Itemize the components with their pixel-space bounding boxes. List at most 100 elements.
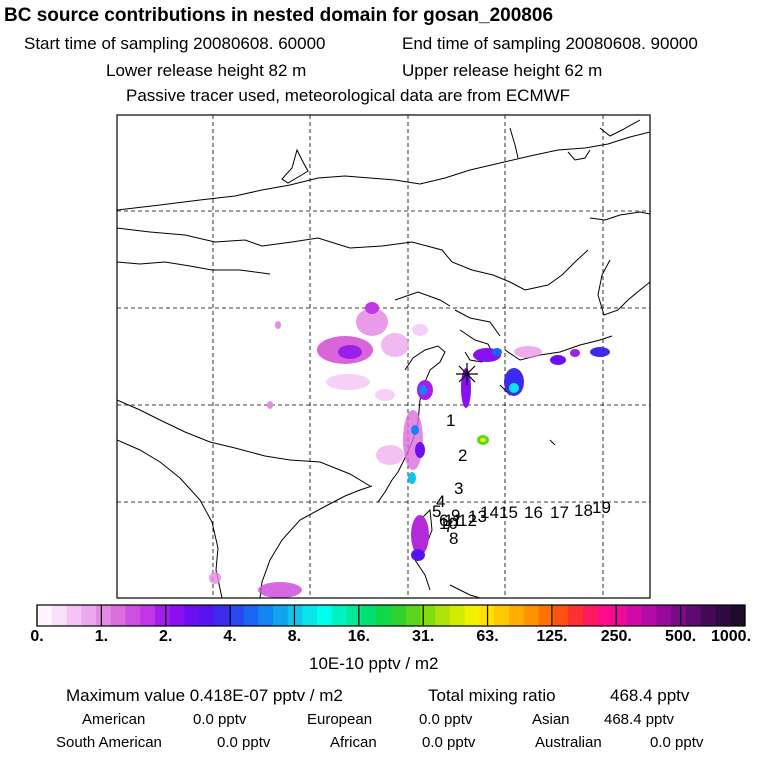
colorbar-cell	[125, 605, 141, 626]
coastlines	[117, 119, 650, 598]
colorbar-cell	[641, 605, 657, 626]
colorbar-cell	[700, 605, 716, 626]
colorbar-cell	[420, 605, 436, 626]
colorbar-tick-label: 250.	[600, 628, 632, 645]
colorbar-cell	[214, 605, 230, 626]
colorbar-cell	[258, 605, 274, 626]
colorbar-cell	[612, 605, 628, 626]
colorbar-cell	[405, 605, 421, 626]
colorbar-cell	[509, 605, 525, 626]
australian-value: 0.0 pptv	[650, 734, 704, 751]
colorbar-tick-label: 0.	[30, 628, 44, 645]
colorbar-tick-label: 1000.	[710, 628, 752, 645]
colorbar-cell	[523, 605, 539, 626]
colorbar-cell	[346, 605, 362, 626]
colorbar-cell	[155, 605, 171, 626]
south-american-label: South American	[56, 734, 162, 751]
trajectory-label: 16	[524, 503, 543, 522]
colorbar-cell	[627, 605, 643, 626]
colorbar-cell	[81, 605, 97, 626]
colorbar-cell	[199, 605, 215, 626]
trajectory-label: 12	[458, 511, 477, 530]
colorbar-cell	[435, 605, 451, 626]
asian-value: 468.4 pptv	[604, 711, 675, 728]
plot-title: BC source contributions in nested domain…	[4, 5, 554, 26]
colorbar-cell	[140, 605, 156, 626]
colorbar-cell	[715, 605, 731, 626]
trajectory-label: 11	[444, 511, 462, 530]
trajectory-label: 3	[454, 479, 463, 498]
colorbar-unit: 10E-10 pptv / m2	[309, 654, 439, 673]
trajectory-label: 14	[480, 503, 499, 522]
colorbar-tick-label: 125.	[536, 628, 568, 645]
contribution-field	[209, 302, 610, 598]
trajectory-label: 13	[468, 507, 487, 526]
south-american-value: 0.0 pptv	[217, 734, 271, 751]
max-value: Maximum value 0.418E-07 pptv / m2	[66, 686, 343, 705]
colorbar-cell	[464, 605, 480, 626]
asian-label: Asian	[532, 711, 570, 728]
european-value: 0.0 pptv	[419, 711, 473, 728]
start-time: Start time of sampling 20080608. 60000	[24, 34, 326, 53]
colorbar-cell	[450, 605, 466, 626]
colorbar-cell	[302, 605, 318, 626]
total-mixing-label: Total mixing ratio	[428, 686, 556, 705]
colorbar-cell	[656, 605, 672, 626]
trajectory-label: 19	[592, 498, 611, 517]
colorbar-cell	[110, 605, 126, 626]
colorbar-cell	[287, 605, 303, 626]
colorbar-cell	[671, 605, 687, 626]
trajectory-label: 17	[550, 503, 569, 522]
colorbar-cell	[96, 605, 112, 626]
colorbar-cell	[553, 605, 569, 626]
colorbar-cell	[582, 605, 598, 626]
colorbar-cell	[568, 605, 584, 626]
trajectory-label: 8	[449, 529, 458, 548]
colorbar-cell	[273, 605, 289, 626]
colorbar-tick-label: 31.	[412, 628, 435, 645]
colorbar-cell	[730, 605, 746, 626]
receptor-marker	[456, 363, 478, 385]
african-value: 0.0 pptv	[422, 734, 476, 751]
colorbar-cell	[66, 605, 82, 626]
colorbar-cell	[37, 605, 53, 626]
tracer-note: Passive tracer used, meteorological data…	[126, 86, 571, 105]
trajectory-label: 10	[439, 514, 458, 533]
colorbar-tick-label: 16.	[347, 628, 370, 645]
colorbar-tick-label: 1.	[94, 628, 109, 645]
colorbar-cell	[494, 605, 510, 626]
upper-release-height: Upper release height 62 m	[402, 61, 603, 80]
trajectory-label: 9	[451, 506, 460, 525]
colorbar-ticks	[36, 605, 746, 626]
colorbar	[37, 605, 746, 626]
colorbar-tick-label: 2.	[159, 628, 173, 645]
lat-lon-grid	[117, 115, 650, 598]
colorbar-tick-label: 4.	[223, 628, 237, 645]
colorbar-cell	[391, 605, 407, 626]
trajectory-label: 5	[432, 502, 441, 521]
colorbar-cell	[228, 605, 244, 626]
trajectory-label: 2	[458, 446, 467, 465]
end-time: End time of sampling 20080608. 90000	[402, 34, 698, 53]
colorbar-cell	[597, 605, 613, 626]
colorbar-cell	[361, 605, 377, 626]
trajectory-label: 15	[499, 503, 518, 522]
trajectory-label: 7	[444, 517, 453, 536]
american-value: 0.0 pptv	[193, 711, 247, 728]
colorbar-cell	[184, 605, 200, 626]
trajectory-label: 6	[439, 511, 448, 530]
colorbar-tick-label: 500.	[665, 628, 697, 645]
african-label: African	[330, 734, 377, 751]
colorbar-cell	[538, 605, 554, 626]
european-label: European	[307, 711, 373, 728]
trajectory-label: 1	[446, 411, 455, 430]
australian-label: Australian	[535, 734, 602, 751]
trajectory-label: 4	[436, 492, 445, 511]
colorbar-cell	[243, 605, 259, 626]
colorbar-cell	[332, 605, 348, 626]
colorbar-cell	[169, 605, 185, 626]
colorbar-cell	[51, 605, 67, 626]
